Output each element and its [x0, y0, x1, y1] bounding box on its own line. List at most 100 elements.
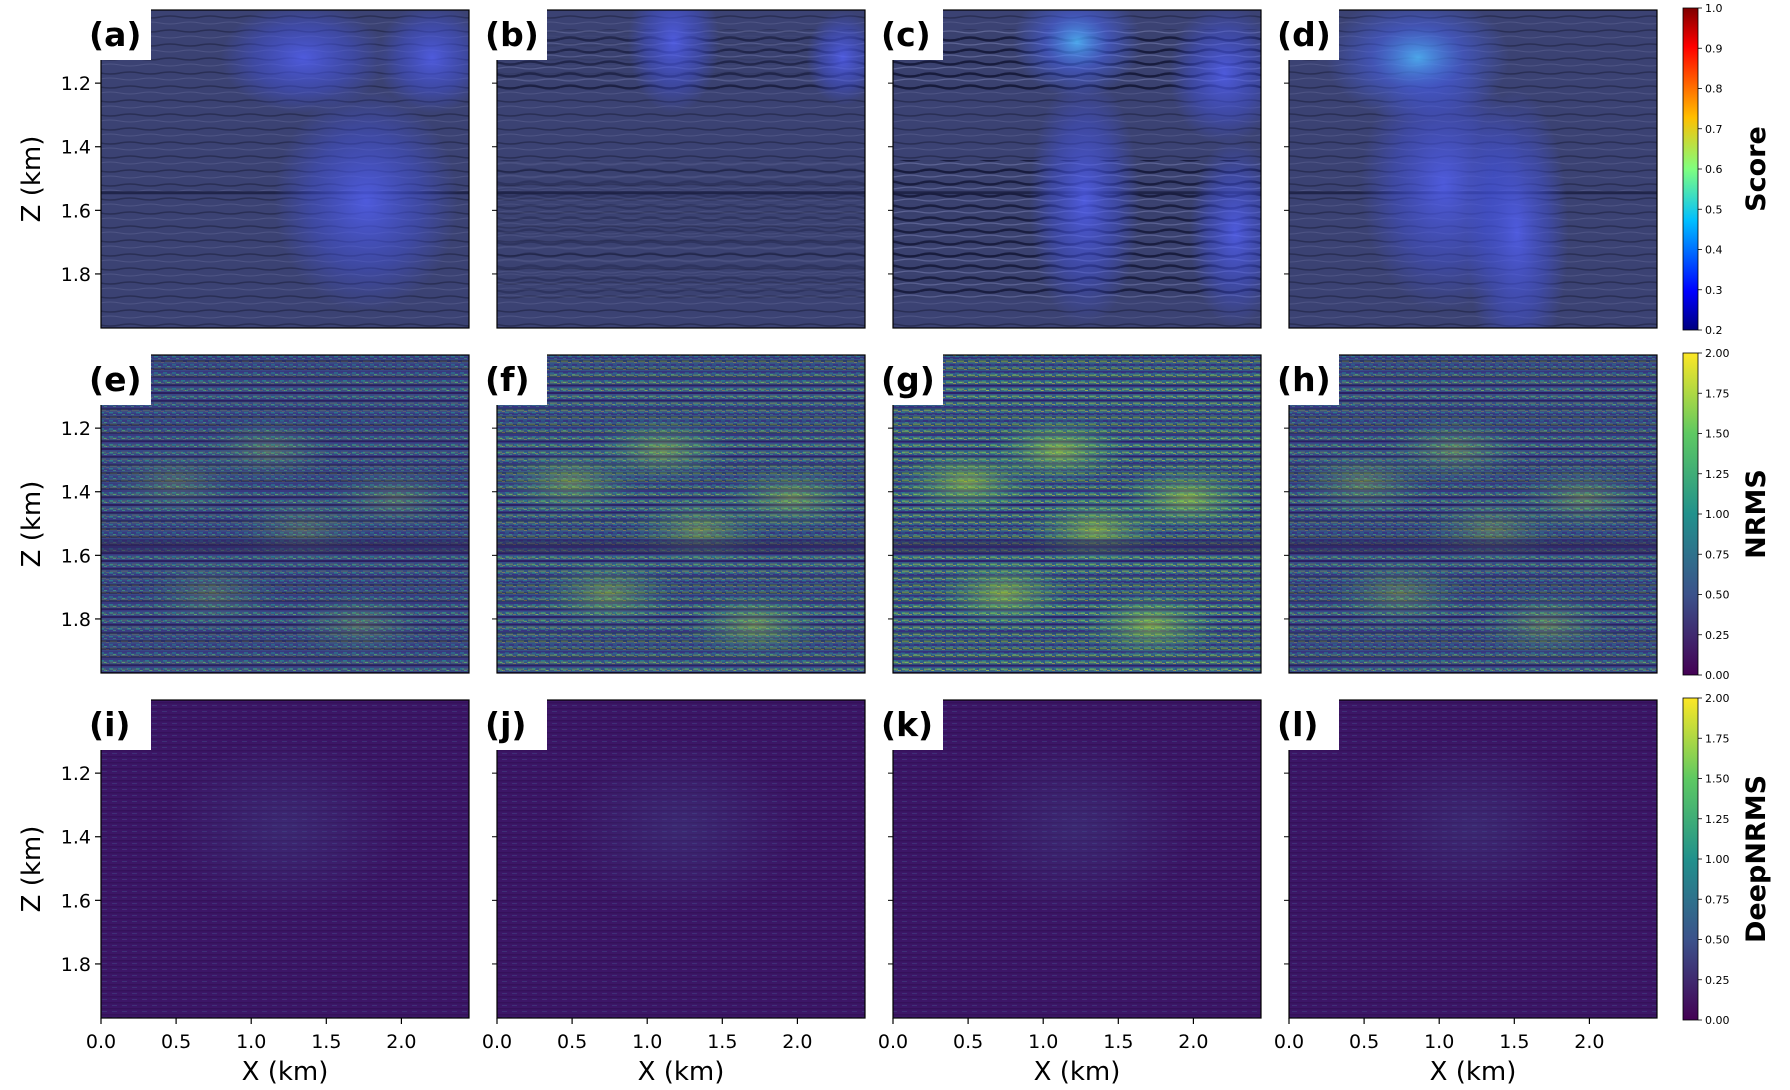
colorbar-tick-label: 1.0: [1705, 2, 1723, 15]
x-tick-label: 1.5: [311, 1031, 341, 1053]
colorbar-nrms: 0.00 0.25 0.50 0.75 1.00 1.25 1.50 1.75 2.00 NRMS: [1682, 347, 1772, 682]
panel-a: (a) 1.2 1.4 1.6 1.8 Z (km): [17, 8, 470, 329]
x-tick-label: 1.0: [236, 1031, 266, 1053]
panel-frame: [892, 699, 1262, 1019]
colorbar-tick-label: 2.00: [1705, 347, 1730, 360]
x-tick-label: 1.5: [1103, 1031, 1133, 1053]
colorbar-gradient: [1682, 352, 1699, 676]
z-axis-label: Z (km): [17, 136, 47, 223]
y-tick-label: 1.4: [61, 137, 91, 159]
colorbar-tick-label: 1.00: [1705, 853, 1730, 866]
panel-label: (c): [881, 15, 931, 54]
y-tick-label: 1.8: [61, 264, 91, 286]
panel-k: (k) 0.0 0.5 1.0 1.5 2.0 X (km): [878, 698, 1262, 1087]
colorbar-tick-label: 1.75: [1705, 732, 1730, 745]
panel-label: (f): [485, 360, 530, 399]
panel-label: (j): [485, 705, 526, 744]
panel-frame: [496, 9, 866, 329]
x-tick-label: 1.5: [707, 1031, 737, 1053]
colorbar-tick-label: 0.2: [1705, 324, 1723, 337]
colorbar-gradient: [1682, 697, 1699, 1021]
colorbar-tick-label: 0.3: [1705, 284, 1723, 297]
x-tick-label: 2.0: [1178, 1031, 1208, 1053]
panel-g: (g): [879, 353, 1262, 674]
z-axis-label: Z (km): [17, 826, 47, 913]
colorbar-tick-label: 0.25: [1705, 974, 1730, 987]
x-tick-label: 1.0: [632, 1031, 662, 1053]
x-tick-label: 2.0: [1574, 1031, 1604, 1053]
panel-frame: [1288, 354, 1658, 674]
y-tick-label: 1.6: [61, 545, 91, 567]
x-tick-label: 2.0: [782, 1031, 812, 1053]
panel-l: (l) 0.0 0.5 1.0 1.5 2.0 X (km): [1274, 698, 1658, 1087]
x-tick-label: 0.5: [161, 1031, 191, 1053]
x-axis-label: X (km): [1430, 1057, 1517, 1087]
panel-h: (h): [1275, 353, 1658, 674]
panel-label-box: [87, 353, 151, 405]
panel-frame: [496, 354, 866, 674]
colorbar-tick-label: 2.00: [1705, 692, 1730, 705]
x-tick-label: 0.5: [1349, 1031, 1379, 1053]
panel-label: (e): [89, 360, 142, 399]
x-tick-label: 1.0: [1424, 1031, 1454, 1053]
colorbar-tick-label: 0.75: [1705, 893, 1730, 906]
panel-label: (l): [1277, 705, 1318, 744]
x-tick-label: 0.0: [1274, 1031, 1304, 1053]
z-axis-label: Z (km): [17, 481, 47, 568]
panel-frame: [1288, 699, 1658, 1019]
colorbar-tick-label: 0.6: [1705, 163, 1723, 176]
y-tick-label: 1.2: [61, 73, 91, 95]
y-tick-label: 1.4: [61, 482, 91, 504]
colorbar-tick-label: 1.25: [1705, 813, 1730, 826]
colorbar-title: Score: [1741, 126, 1772, 212]
colorbar-tick-label: 1.75: [1705, 387, 1730, 400]
y-tick-label: 1.2: [61, 418, 91, 440]
y-tick-label: 1.6: [61, 200, 91, 222]
panel-e: (e) 1.2 1.4 1.6 1.8 Z (km): [17, 353, 470, 674]
panel-b: (b): [483, 8, 866, 329]
colorbar-tick-label: 0.00: [1705, 1014, 1730, 1027]
panel-label-box: [483, 698, 547, 750]
x-tick-label: 0.0: [878, 1031, 908, 1053]
x-tick-label: 0.5: [557, 1031, 587, 1053]
colorbar-title: DeepNRMS: [1741, 775, 1772, 943]
x-tick-label: 0.0: [482, 1031, 512, 1053]
colorbar-score: 0.2 0.3 0.4 0.5 0.6 0.7 0.8 0.9 1.0 Score: [1682, 2, 1772, 337]
y-tick-label: 1.6: [61, 890, 91, 912]
colorbar-tick-label: 0.75: [1705, 548, 1730, 561]
panel-label-box: [1275, 353, 1339, 405]
colorbar-tick-label: 0.25: [1705, 629, 1730, 642]
panel-label: (k): [881, 705, 933, 744]
colorbar-tick-label: 0.9: [1705, 42, 1723, 55]
panel-label-box: [1275, 8, 1339, 60]
colorbar-tick-label: 0.00: [1705, 669, 1730, 682]
y-tick-label: 1.8: [61, 954, 91, 976]
colorbar-title: NRMS: [1741, 469, 1772, 559]
panel-d: (d): [1275, 8, 1658, 329]
x-axis-label: X (km): [638, 1057, 725, 1087]
colorbar-tick-label: 0.5: [1705, 203, 1723, 216]
panel-label-box: [87, 698, 151, 750]
colorbar-tick-label: 0.50: [1705, 589, 1730, 602]
colorbar-tick-label: 0.4: [1705, 244, 1723, 257]
panel-label-box: [879, 8, 943, 60]
x-tick-label: 1.5: [1499, 1031, 1529, 1053]
x-axis-label: X (km): [1034, 1057, 1121, 1087]
colorbar-tick-label: 1.50: [1705, 428, 1730, 441]
x-axis-label: X (km): [242, 1057, 329, 1087]
x-tick-label: 2.0: [386, 1031, 416, 1053]
colorbar-tick-label: 1.50: [1705, 773, 1730, 786]
panel-frame: [100, 699, 470, 1019]
panel-label: (g): [881, 360, 935, 399]
panel-label-box: [879, 353, 943, 405]
panel-frame: [892, 9, 1262, 329]
x-tick-label: 0.5: [953, 1031, 983, 1053]
colorbar-deepnrms: 0.00 0.25 0.50 0.75 1.00 1.25 1.50 1.75 2.00 Deep…: [1682, 692, 1772, 1027]
panel-c: (c): [879, 8, 1262, 329]
panel-frame: [1288, 9, 1658, 329]
y-tick-label: 1.4: [61, 827, 91, 849]
panel-frame: [100, 9, 470, 329]
panel-label: (d): [1277, 15, 1331, 54]
panel-frame: [892, 354, 1262, 674]
